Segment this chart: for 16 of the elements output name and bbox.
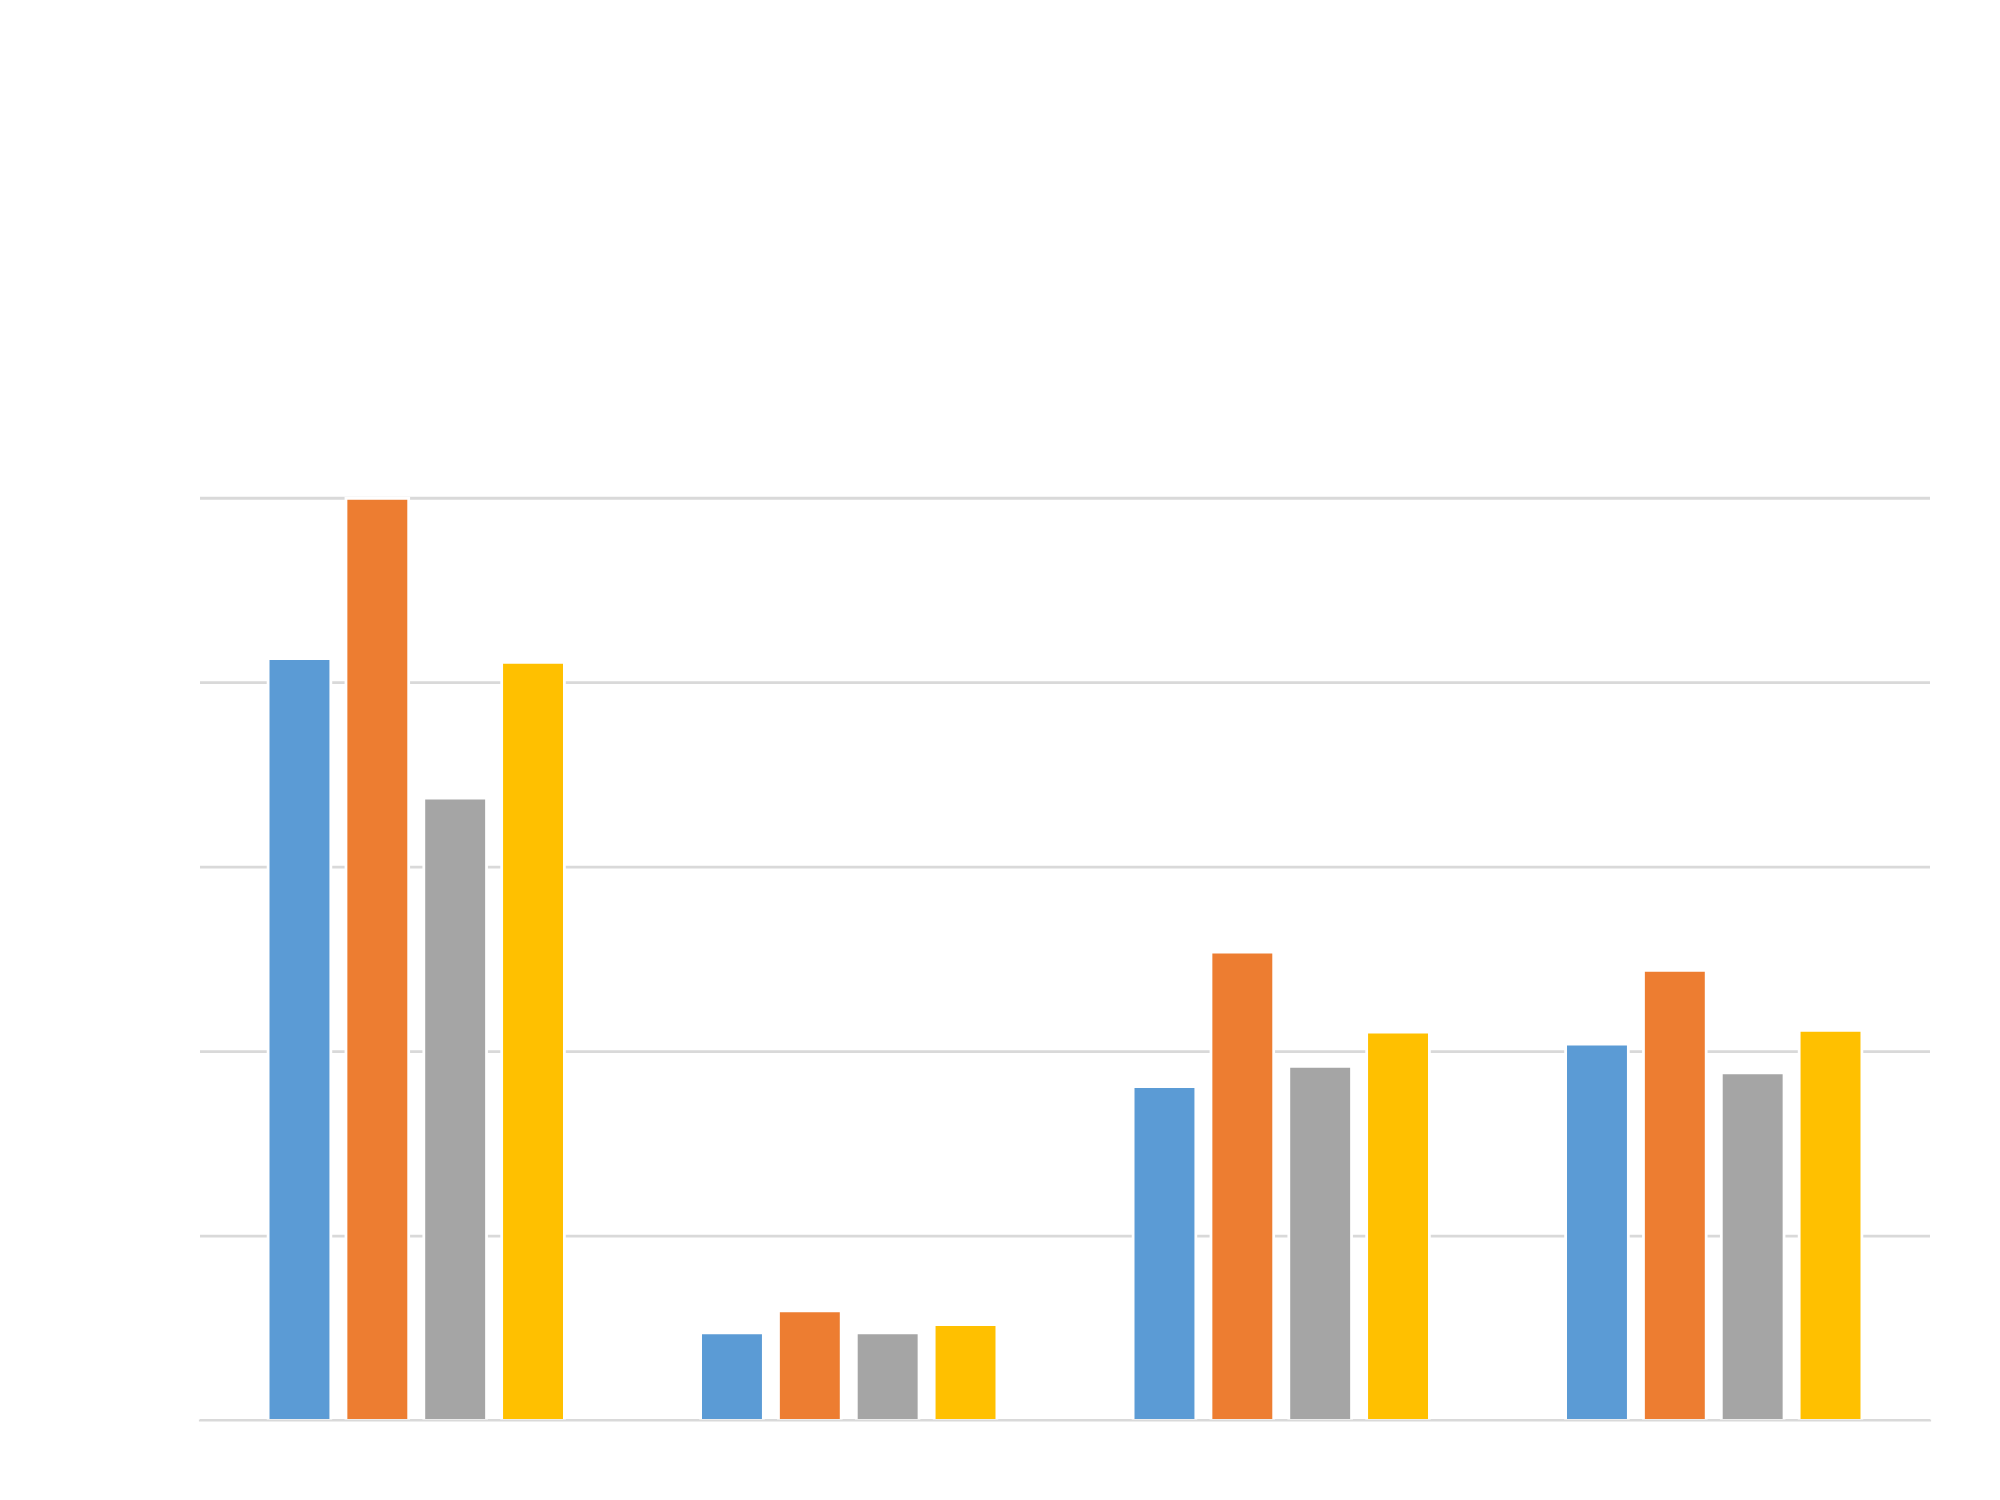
bar	[1287, 1064, 1353, 1421]
bar	[344, 496, 411, 1421]
bar	[777, 1309, 843, 1421]
bar	[699, 1331, 765, 1421]
bar	[500, 661, 566, 1421]
bar	[854, 1331, 921, 1421]
bar	[1365, 1030, 1431, 1421]
bar	[932, 1323, 999, 1421]
bar	[1209, 950, 1276, 1421]
bar	[1131, 1085, 1198, 1421]
bar	[266, 657, 333, 1421]
bar	[422, 796, 488, 1421]
bar	[1564, 1042, 1630, 1421]
bar	[1797, 1029, 1864, 1421]
bar	[1642, 969, 1708, 1421]
bar	[1719, 1071, 1786, 1421]
